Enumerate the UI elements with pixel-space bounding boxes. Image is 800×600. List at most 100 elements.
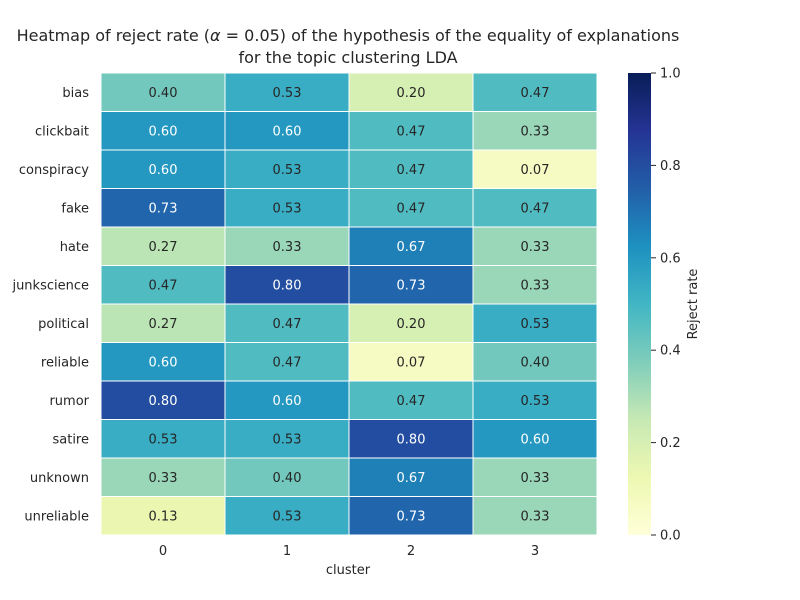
colorbar-tick-label: 0.0 (660, 529, 681, 544)
cell-value-label: 0.80 (397, 432, 426, 447)
cell-value-label: 0.40 (273, 471, 302, 486)
y-tick-label-unreliable: unreliable (24, 509, 89, 524)
heatmap-cell-bias-1 (224, 72, 350, 112)
heatmap-cells: 0.40 0.53 0.20 0.47 0.60 0.60 0.47 0.33 0.60 0.53… (100, 72, 598, 536)
heatmap-cell-political-2 (348, 303, 474, 343)
colorbar-tick-label: 0.4 (660, 344, 681, 359)
x-tick-label-1: 1 (283, 544, 291, 559)
heatmap-cell-fake-1 (224, 188, 350, 228)
heatmap-cell-hate-3 (472, 226, 598, 266)
cell-value-label: 0.53 (149, 432, 178, 447)
cell-value-label: 0.47 (397, 124, 426, 139)
cell-value-label: 0.80 (149, 394, 178, 409)
cell-value-label: 0.53 (521, 394, 550, 409)
cell-value-label: 0.53 (273, 86, 302, 101)
heatmap-cell-satire-3 (472, 419, 598, 459)
cell-value-label: 0.33 (273, 240, 302, 255)
x-tick-label-0: 0 (159, 544, 167, 559)
colorbar (628, 73, 651, 535)
cell-value-label: 0.80 (273, 278, 302, 293)
colorbar-label: Reject rate (686, 269, 701, 340)
x-axis-label: cluster (326, 563, 371, 578)
cell-value-label: 0.40 (149, 86, 178, 101)
cell-value-label: 0.47 (397, 394, 426, 409)
heatmap-cell-bias-2 (348, 72, 474, 112)
cell-value-label: 0.07 (521, 163, 550, 178)
colorbar-ticks: 0.0 0.2 0.4 0.6 0.8 1.0 (651, 67, 681, 544)
y-tick-label-rumor: rumor (49, 394, 89, 409)
heatmap-cell-junkscience-2 (348, 265, 474, 305)
cell-value-label: 0.07 (397, 355, 426, 370)
cell-value-label: 0.27 (149, 317, 178, 332)
y-tick-label-clickbait: clickbait (35, 124, 89, 139)
cell-value-label: 0.47 (149, 278, 178, 293)
cell-value-label: 0.60 (149, 124, 178, 139)
cell-value-label: 0.33 (521, 278, 550, 293)
y-tick-label-political: political (38, 317, 89, 332)
cell-value-label: 0.47 (273, 317, 302, 332)
x-tick-label-3: 3 (531, 544, 539, 559)
cell-value-label: 0.13 (149, 509, 178, 524)
heatmap-cell-political-0 (100, 303, 226, 343)
cell-value-label: 0.47 (397, 163, 426, 178)
heatmap-cell-rumor-3 (472, 380, 598, 420)
heatmap-cell-satire-0 (100, 419, 226, 459)
y-tick-label-fake: fake (61, 201, 89, 216)
y-tick-label-bias: bias (62, 86, 89, 101)
cell-value-label: 0.73 (397, 509, 426, 524)
heatmap-cell-hate-1 (224, 226, 350, 266)
heatmap-cell-reliable-2 (348, 342, 474, 382)
heatmap-cell-fake-3 (472, 188, 598, 228)
cell-value-label: 0.40 (521, 355, 550, 370)
x-tick-label-2: 2 (407, 544, 415, 559)
heatmap-cell-bias-3 (472, 72, 598, 112)
heatmap-cell-junkscience-3 (472, 265, 598, 305)
cell-value-label: 0.53 (273, 432, 302, 447)
cell-value-label: 0.60 (149, 355, 178, 370)
colorbar-tick-label: 0.2 (660, 436, 681, 451)
y-tick-label-hate: hate (60, 240, 89, 255)
colorbar-tick-label: 0.8 (660, 159, 681, 174)
y-tick-label-satire: satire (52, 432, 89, 447)
cell-value-label: 0.73 (397, 278, 426, 293)
y-tick-label-conspiracy: conspiracy (19, 163, 89, 178)
x-tick-labels: 0 1 2 3 (159, 544, 539, 559)
heatmap-cell-clickbait-3 (472, 111, 598, 151)
heatmap-cell-clickbait-1 (224, 111, 350, 151)
heatmap-cell-hate-2 (348, 226, 474, 266)
heatmap-cell-reliable-0 (100, 342, 226, 382)
cell-value-label: 0.27 (149, 240, 178, 255)
heatmap-cell-unknown-1 (224, 457, 350, 497)
cell-value-label: 0.47 (273, 355, 302, 370)
heatmap-cell-conspiracy-1 (224, 149, 350, 189)
cell-value-label: 0.60 (149, 163, 178, 178)
heatmap-cell-unknown-3 (472, 457, 598, 497)
cell-value-label: 0.67 (397, 471, 426, 486)
heatmap-cell-satire-2 (348, 419, 474, 459)
cell-value-label: 0.53 (273, 201, 302, 216)
cell-value-label: 0.33 (521, 124, 550, 139)
y-tick-label-reliable: reliable (41, 355, 89, 370)
cell-value-label: 0.33 (149, 471, 178, 486)
cell-value-label: 0.60 (273, 394, 302, 409)
colorbar-tick-label: 0.6 (660, 251, 681, 266)
heatmap-cell-political-3 (472, 303, 598, 343)
cell-value-label: 0.33 (521, 509, 550, 524)
heatmap-cell-unreliable-3 (472, 496, 598, 536)
heatmap-cell-unknown-2 (348, 457, 474, 497)
cell-value-label: 0.60 (521, 432, 550, 447)
cell-value-label: 0.20 (397, 86, 426, 101)
chart-title-line1: Heatmap of reject rate (α = 0.05) of the… (17, 26, 680, 45)
cell-value-label: 0.47 (397, 201, 426, 216)
y-tick-label-unknown: unknown (30, 471, 89, 486)
cell-value-label: 0.60 (273, 124, 302, 139)
chart-title-line2: for the topic clustering LDA (238, 48, 457, 67)
cell-value-label: 0.33 (521, 240, 550, 255)
cell-value-label: 0.47 (521, 201, 550, 216)
heatmap-cell-junkscience-1 (224, 265, 350, 305)
heatmap-cell-junkscience-0 (100, 265, 226, 305)
cell-value-label: 0.20 (397, 317, 426, 332)
cell-value-label: 0.33 (521, 471, 550, 486)
cell-value-label: 0.47 (521, 86, 550, 101)
